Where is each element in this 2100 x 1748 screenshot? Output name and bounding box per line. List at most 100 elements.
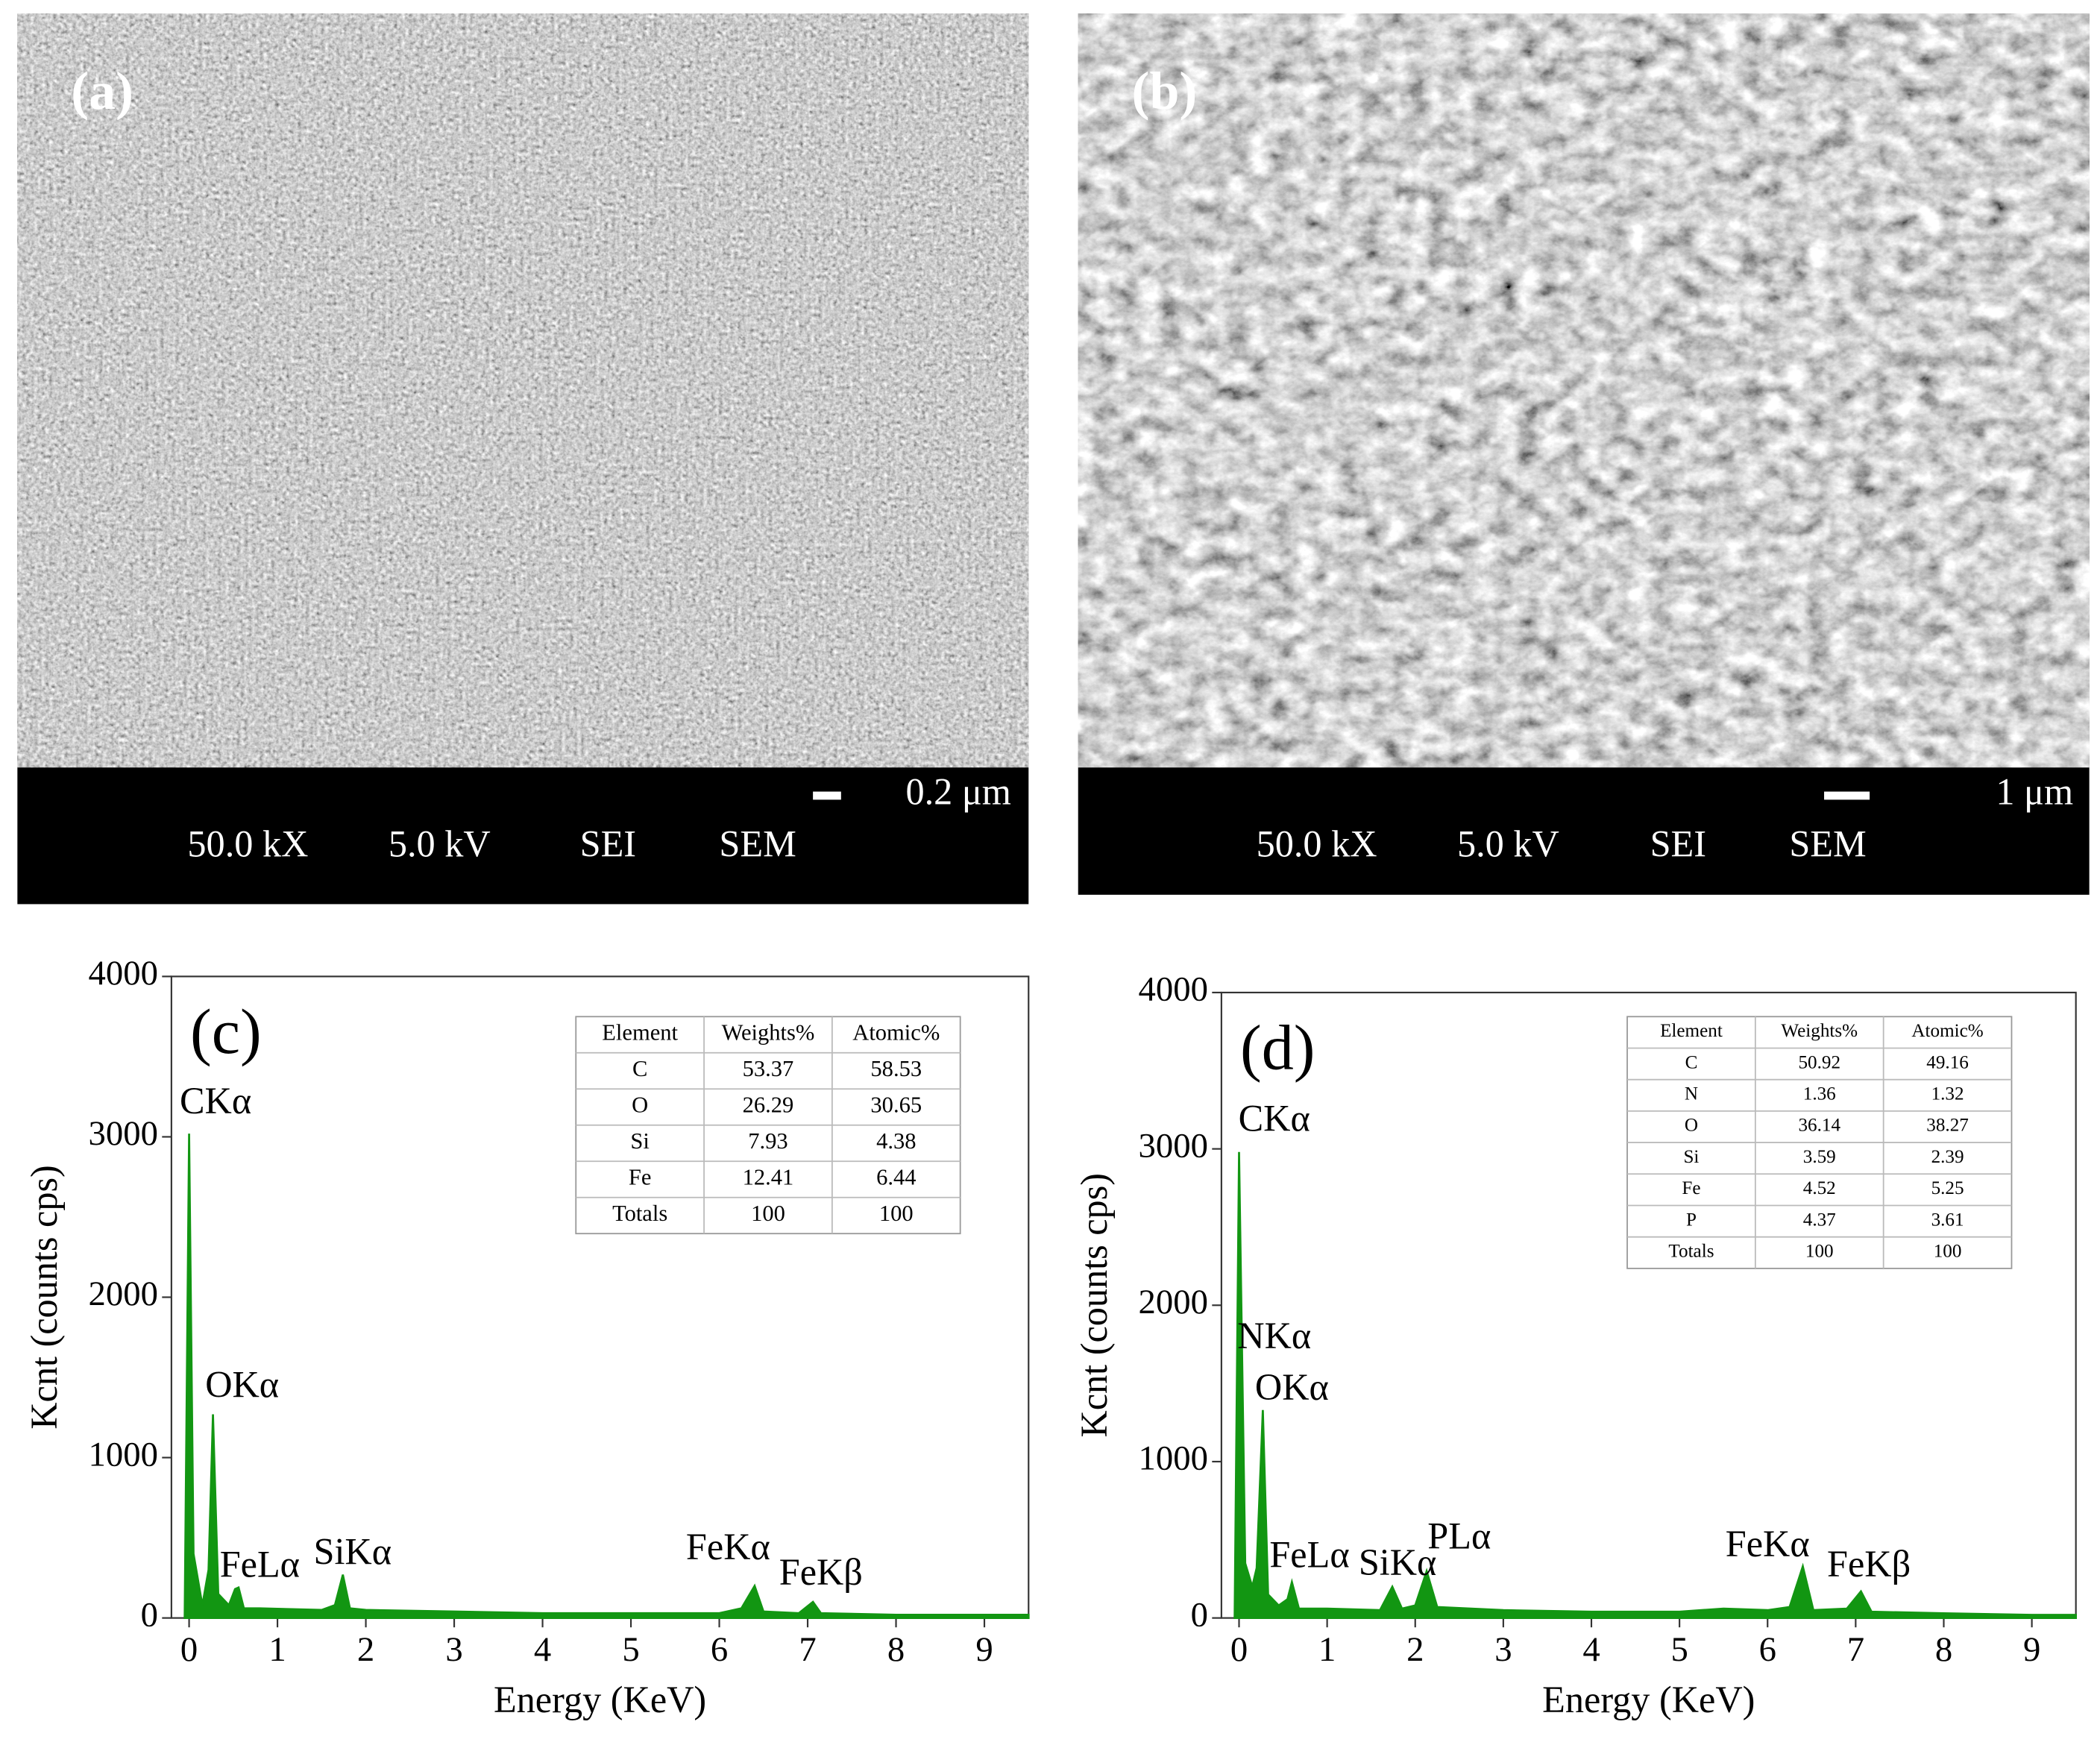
peak-label: SiKα: [1359, 1541, 1437, 1583]
table-header: Element: [1660, 1021, 1723, 1041]
x-tick-label: 9: [975, 1630, 993, 1669]
table-cell: 100: [1934, 1242, 1962, 1262]
table-cell: O: [632, 1092, 648, 1117]
table-cell: C: [1685, 1052, 1698, 1072]
table-cell: 4.38: [876, 1128, 916, 1154]
table-cell: 1.36: [1803, 1084, 1836, 1104]
y-tick-label: 2000: [89, 1274, 158, 1313]
y-axis-label: Kcnt (counts cps): [1073, 1173, 1115, 1438]
x-axis-label: Energy (KeV): [1542, 1679, 1755, 1720]
sem-magnification: 50.0 kX: [1257, 823, 1377, 865]
table-cell: 6.44: [876, 1164, 916, 1189]
table-cell: 36.14: [1798, 1116, 1840, 1136]
peak-label: SiKα: [314, 1530, 392, 1572]
peak-label: FeLα: [1269, 1533, 1349, 1575]
y-tick-label: 4000: [89, 954, 158, 993]
panel-label: (a): [71, 61, 133, 121]
table-header: Atomic%: [852, 1020, 940, 1046]
sem-mode: SEM: [1789, 823, 1866, 865]
table-cell: 100: [879, 1201, 914, 1226]
x-tick-label: 0: [180, 1630, 198, 1669]
peak-label: FeKα: [686, 1526, 770, 1568]
peak-label: FeKβ: [1827, 1543, 1911, 1585]
table-cell: 49.16: [1926, 1052, 1969, 1072]
peak-label: CKα: [1239, 1097, 1310, 1139]
sem-voltage: 5.0 kV: [389, 823, 491, 865]
table-cell: Fe: [1682, 1178, 1700, 1198]
scale-label: 0.2 μm: [905, 770, 1010, 812]
table-cell: Totals: [612, 1201, 667, 1226]
table-cell: Si: [630, 1128, 649, 1154]
x-tick-label: 5: [1670, 1630, 1688, 1669]
table-cell: 3.59: [1803, 1147, 1836, 1167]
y-tick-label: 0: [1191, 1595, 1208, 1634]
table-cell: 2.39: [1931, 1147, 1964, 1167]
panel-label: (d): [1240, 1011, 1315, 1083]
x-tick-label: 3: [1494, 1630, 1512, 1669]
x-tick-label: 7: [799, 1630, 816, 1669]
x-tick-label: 3: [445, 1630, 462, 1669]
table-cell: P: [1686, 1210, 1697, 1230]
table-cell: 1.32: [1931, 1084, 1964, 1104]
table-header: Atomic%: [1911, 1021, 1983, 1041]
table-cell: 53.37: [743, 1056, 794, 1081]
table-cell: 4.37: [1803, 1210, 1836, 1230]
sem-image: [1078, 13, 2090, 768]
x-tick-label: 4: [534, 1630, 551, 1669]
sem-image: [17, 13, 1029, 768]
y-tick-label: 3000: [89, 1114, 158, 1153]
sem-detector: SEI: [1650, 823, 1706, 865]
y-tick-label: 1000: [89, 1435, 158, 1474]
x-tick-label: 9: [2023, 1630, 2040, 1669]
x-tick-label: 5: [622, 1630, 639, 1669]
table-cell: Si: [1683, 1147, 1699, 1167]
scale-label: 1 μm: [1996, 770, 2073, 812]
x-tick-label: 1: [268, 1630, 286, 1669]
table-header: Weights%: [1781, 1021, 1858, 1041]
table-cell: 26.29: [743, 1092, 794, 1117]
y-tick-label: 0: [141, 1595, 158, 1634]
sem-magnification: 50.0 kX: [187, 823, 308, 865]
table-cell: Totals: [1668, 1242, 1714, 1262]
info-bar: [17, 767, 1029, 905]
table-header: Element: [602, 1020, 678, 1046]
table-header: Weights%: [722, 1020, 815, 1046]
x-tick-label: 6: [711, 1630, 728, 1669]
table-cell: 3.61: [1931, 1210, 1964, 1230]
table-cell: N: [1685, 1084, 1698, 1104]
x-tick-label: 8: [1935, 1630, 1952, 1669]
x-tick-label: 0: [1230, 1630, 1248, 1669]
table-cell: 12.41: [743, 1164, 794, 1189]
info-bar: [1078, 767, 2090, 895]
table-cell: 58.53: [870, 1056, 922, 1081]
sem-detector: SEI: [580, 823, 636, 865]
y-tick-label: 3000: [1139, 1126, 1208, 1165]
spectrum: [183, 1134, 1030, 1619]
x-tick-label: 7: [1847, 1630, 1864, 1669]
y-tick-label: 2000: [1139, 1283, 1208, 1321]
table-cell: 100: [751, 1201, 785, 1226]
x-tick-label: 6: [1759, 1630, 1776, 1669]
peak-label: PLα: [1427, 1515, 1491, 1556]
x-tick-label: 2: [357, 1630, 374, 1669]
y-axis-label: Kcnt (counts cps): [23, 1165, 65, 1430]
table-cell: 100: [1805, 1242, 1834, 1262]
table-cell: C: [632, 1056, 647, 1081]
table-cell: 30.65: [870, 1092, 922, 1117]
peak-label: NKα: [1237, 1315, 1311, 1356]
panel-label: (c): [190, 996, 262, 1067]
panel-label: (b): [1132, 61, 1198, 121]
table-cell: 4.52: [1803, 1178, 1836, 1198]
table-cell: 38.27: [1926, 1116, 1969, 1136]
y-tick-label: 1000: [1139, 1439, 1208, 1478]
table-cell: 7.93: [748, 1128, 788, 1154]
table-cell: 5.25: [1931, 1178, 1964, 1198]
table-cell: O: [1685, 1116, 1698, 1136]
peak-label: FeKβ: [779, 1551, 863, 1593]
sem-voltage: 5.0 kV: [1457, 823, 1559, 865]
sem-mode: SEM: [719, 823, 796, 865]
table-cell: 50.92: [1798, 1052, 1840, 1072]
x-tick-label: 2: [1406, 1630, 1424, 1669]
